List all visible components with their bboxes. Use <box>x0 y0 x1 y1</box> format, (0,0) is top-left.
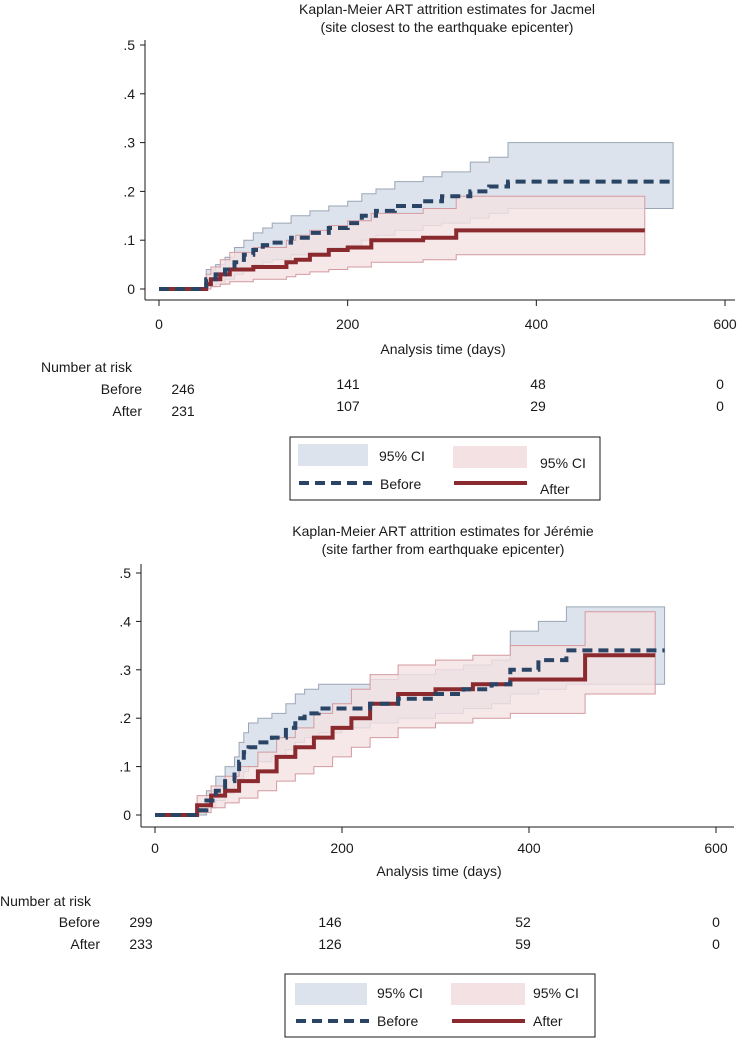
ci-band-after <box>155 611 656 816</box>
y-tick-label: .5 <box>123 37 135 53</box>
x-axis-ticks: 0 200 400 600 <box>155 300 737 332</box>
risk-value: 299 <box>129 914 153 930</box>
legend-swatch-ci-before <box>295 983 367 1005</box>
risk-value: 233 <box>129 936 153 952</box>
risk-row-label-before: Before <box>59 914 100 930</box>
legend-label-after: After <box>540 481 570 497</box>
y-tick-label: .5 <box>119 565 131 581</box>
risk-row-label-after: After <box>112 403 142 419</box>
risk-value: 107 <box>336 398 360 414</box>
legend: 95% CI 95% CI Before After <box>289 436 601 501</box>
y-axis-ticks: 0 .1 .2 .3 .4 .5 <box>119 565 141 823</box>
jacmel-panel: Kaplan-Meier ART attrition estimates for… <box>41 1 737 501</box>
survival-lines <box>159 179 674 291</box>
risk-value: 29 <box>530 398 546 414</box>
x-axis-ticks: 0 200 400 600 <box>151 827 728 856</box>
chart-subtitle: (site closest to the earthquake epicente… <box>321 19 574 35</box>
ci-band-after <box>155 611 656 816</box>
y-axis-ticks: 0 .1 .2 .3 .4 .5 <box>123 37 145 297</box>
y-tick-label: .3 <box>123 135 135 151</box>
risk-value: 48 <box>530 376 546 392</box>
risk-value: 0 <box>716 376 724 392</box>
jeremie-panel: Kaplan-Meier ART attrition estimates for… <box>0 523 734 1038</box>
x-tick-label: 200 <box>330 840 354 856</box>
risk-value: 52 <box>515 914 531 930</box>
risk-table-heading: Number at risk <box>0 893 92 909</box>
x-axis-label: Analysis time (days) <box>380 341 505 357</box>
risk-table-heading: Number at risk <box>41 359 133 375</box>
risk-value: 126 <box>318 936 342 952</box>
y-tick-label: .4 <box>119 613 131 629</box>
legend-label-before: Before <box>380 476 421 492</box>
risk-value: 0 <box>712 936 720 952</box>
legend-label-before: Before <box>377 1013 418 1029</box>
x-tick-label: 400 <box>525 316 549 332</box>
y-tick-label: .2 <box>123 183 135 199</box>
y-tick-label: .2 <box>119 710 131 726</box>
legend-swatch-ci-after <box>453 446 527 468</box>
survival-lines <box>155 648 665 817</box>
chart-title: Kaplan-Meier ART attrition estimates for… <box>292 523 594 539</box>
risk-value: 231 <box>171 403 195 419</box>
risk-row-label-before: Before <box>101 381 142 397</box>
chart-title: Kaplan-Meier ART attrition estimates for… <box>299 1 595 17</box>
risk-value: 0 <box>716 398 724 414</box>
y-tick-label: .1 <box>123 232 135 248</box>
x-tick-label: 0 <box>155 316 163 332</box>
legend-label-after: After <box>533 1013 563 1029</box>
legend-label-ci-before: 95% CI <box>377 985 423 1001</box>
x-tick-label: 400 <box>517 840 541 856</box>
y-tick-label: .1 <box>119 759 131 775</box>
legend-label-ci-after: 95% CI <box>540 455 586 471</box>
risk-row-label-after: After <box>70 936 100 952</box>
km-line-after <box>155 653 656 817</box>
x-axis-label: Analysis time (days) <box>376 863 501 879</box>
y-tick-label: 0 <box>127 281 135 297</box>
legend-swatch-ci-before <box>298 444 368 466</box>
risk-value: 246 <box>171 381 195 397</box>
x-tick-label: 600 <box>704 840 728 856</box>
y-tick-label: 0 <box>123 807 131 823</box>
risk-value: 0 <box>712 914 720 930</box>
risk-value: 59 <box>515 936 531 952</box>
km-line-before <box>159 179 674 291</box>
x-tick-label: 600 <box>713 316 737 332</box>
legend-label-ci-after: 95% CI <box>533 985 579 1001</box>
legend: 95% CI 95% CI Before After <box>284 973 596 1038</box>
risk-value: 146 <box>318 914 342 930</box>
legend-swatch-ci-after <box>451 983 525 1005</box>
risk-value: 141 <box>336 376 360 392</box>
x-tick-label: 0 <box>151 840 159 856</box>
x-tick-label: 200 <box>336 316 360 332</box>
km-line-after <box>159 228 645 291</box>
legend-label-ci-before: 95% CI <box>379 448 425 464</box>
y-tick-label: .4 <box>123 86 135 102</box>
chart-subtitle: (site farther from earthquake epicenter) <box>322 541 565 557</box>
y-tick-label: .3 <box>119 662 131 678</box>
